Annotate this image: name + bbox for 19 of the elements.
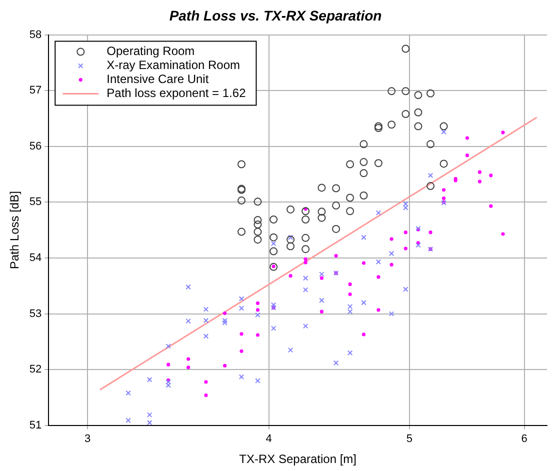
y-tick-label: 55 (29, 196, 42, 208)
legend-label: Path loss exponent = 1.62 (106, 86, 246, 100)
x-tick-label: 4 (266, 433, 272, 446)
y-tick-label: 54 (29, 252, 42, 264)
x-tick-label: 5 (406, 433, 413, 446)
y-tick-label: 57 (29, 84, 42, 97)
x-axis-title: TX-RX Separation [m] (239, 452, 357, 466)
x-tick-label: 3 (84, 433, 91, 446)
y-axis-title: Path Loss [dB] (8, 191, 22, 270)
legend-label: X-ray Examination Room (106, 58, 240, 72)
y-tick-label: 51 (29, 419, 42, 432)
y-tick-label: 56 (29, 140, 42, 152)
y-tick-label: 53 (29, 308, 42, 320)
y-tick-label: 52 (29, 364, 42, 376)
y-tick-label: 58 (29, 28, 42, 41)
chart-title: Path Loss vs. TX-RX Separation (169, 7, 382, 24)
legend-label: Operating Room (106, 44, 195, 58)
legend-label: Intensive Care Unit (106, 72, 210, 86)
x-tick-label: 6 (521, 433, 528, 446)
